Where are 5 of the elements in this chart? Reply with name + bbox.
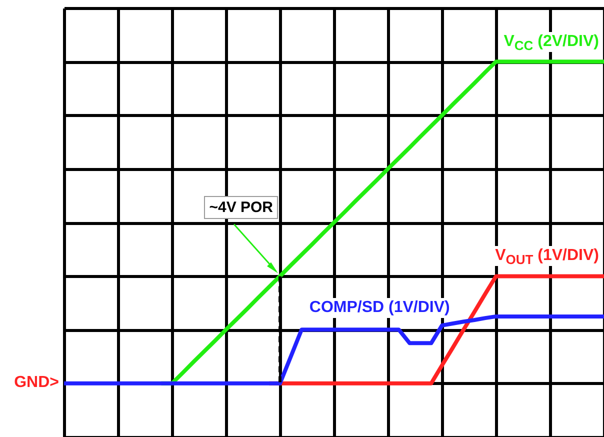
- series-label: V$_{OUT}$ (1V/DIV): [492, 246, 602, 268]
- text: GND>: [13, 373, 60, 394]
- series-label: V$_{CC}$ (2V/DIV): [500, 32, 602, 53]
- series-label: COMP/SD (1V/DIV): [306, 298, 453, 318]
- annotation: ~4V POR: [204, 196, 278, 220]
